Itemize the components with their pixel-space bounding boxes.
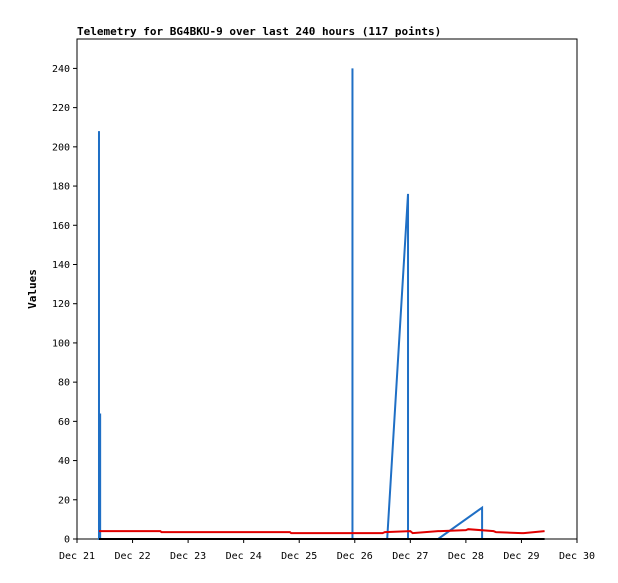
y-tick-label: 100 <box>52 338 70 349</box>
y-tick-label: 80 <box>58 378 70 389</box>
y-tick-label: 40 <box>58 456 70 467</box>
x-tick-label: Dec 30 <box>559 551 595 562</box>
y-tick-label: 60 <box>58 417 70 428</box>
x-tick-label: Dec 24 <box>226 551 262 562</box>
x-tick-label: Dec 23 <box>170 551 206 562</box>
y-tick-label: 220 <box>52 103 70 114</box>
x-tick-label: Dec 26 <box>337 551 373 562</box>
series-line-red <box>98 528 545 535</box>
x-tick-label: Dec 27 <box>392 551 428 562</box>
x-tick-label: Dec 28 <box>448 551 484 562</box>
x-tick-label: Dec 25 <box>281 551 317 562</box>
chart-title: Telemetry for BG4BKU-9 over last 240 hou… <box>77 25 441 38</box>
y-tick-label: 0 <box>64 535 70 546</box>
y-tick-label: 180 <box>52 182 70 193</box>
x-tick-label: Dec 22 <box>114 551 150 562</box>
y-tick-label: 200 <box>52 142 70 153</box>
y-tick-label: 120 <box>52 299 70 310</box>
x-tick-label: Dec 29 <box>503 551 539 562</box>
series-layer <box>97 68 545 540</box>
y-tick-label: 240 <box>52 64 70 75</box>
y-tick-label: 20 <box>58 495 70 506</box>
y-axis-label: Values <box>26 269 39 309</box>
y-tick-label: 140 <box>52 260 70 271</box>
y-tick-label: 160 <box>52 221 70 232</box>
x-tick-label: Dec 21 <box>59 551 95 562</box>
plot-frame <box>76 38 578 540</box>
